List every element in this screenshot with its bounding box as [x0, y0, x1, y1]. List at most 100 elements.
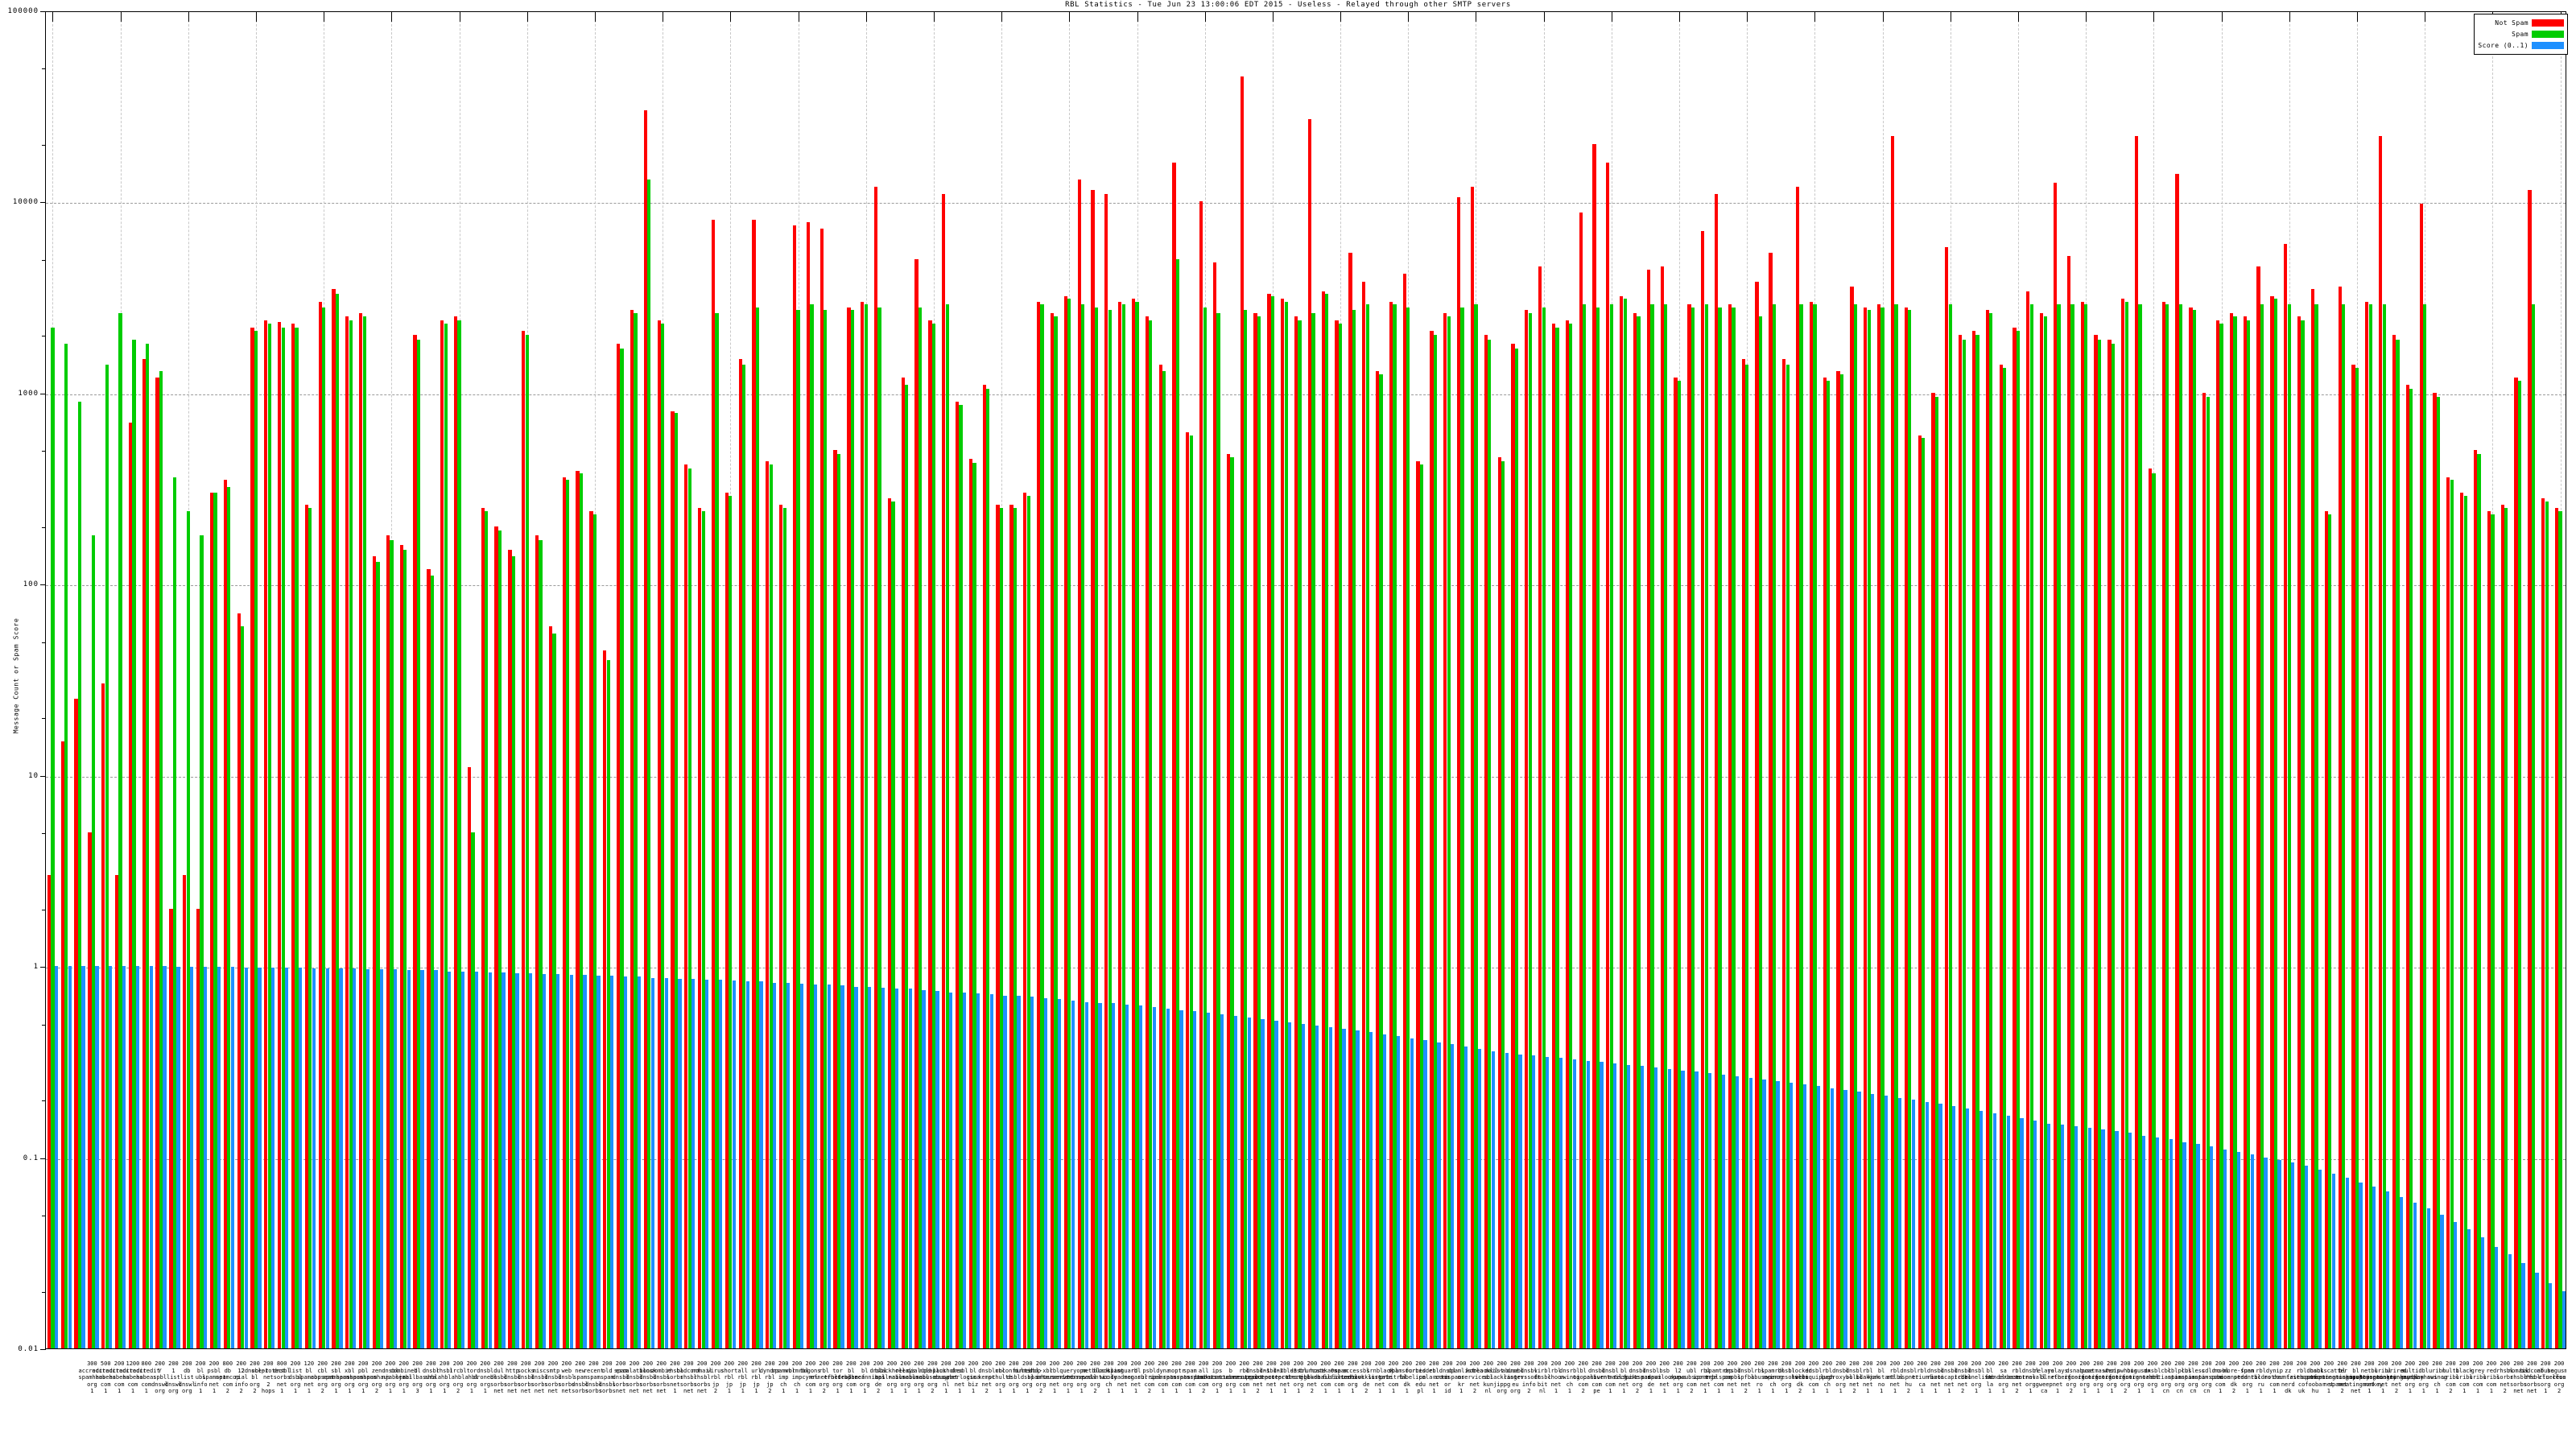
bar-score	[2223, 1149, 2227, 1348]
bar-score	[1518, 1054, 1522, 1348]
bar-score	[637, 976, 642, 1348]
bar-notspam	[1416, 460, 1420, 1348]
bar-score	[339, 968, 343, 1348]
bar-spam	[1948, 304, 1952, 1348]
bar-notspam	[1525, 310, 1529, 1348]
bar-score	[718, 979, 723, 1348]
y-tick-major	[40, 775, 46, 777]
bar-score	[2074, 1126, 2078, 1348]
bar-spam	[118, 313, 122, 1348]
bar-spam	[213, 493, 217, 1348]
bar-spam	[539, 539, 543, 1348]
bar-score	[1558, 1058, 1563, 1348]
bar-score	[1708, 1073, 1712, 1348]
bar-score	[135, 966, 140, 1348]
bar-notspam	[114, 874, 119, 1348]
bar-score	[1193, 1011, 1197, 1348]
bar-spam	[769, 464, 773, 1348]
bar-group	[127, 12, 141, 1348]
bar-notspam	[2297, 316, 2301, 1348]
bar-score	[2141, 1135, 2146, 1348]
bar-notspam	[1158, 365, 1162, 1348]
bar-group	[181, 12, 195, 1348]
bar-spam	[267, 323, 271, 1348]
bar-notspam	[467, 766, 472, 1348]
legend: Not Spam Spam Score (0..1)	[2474, 14, 2568, 55]
bar-notspam	[2554, 507, 2559, 1348]
bar-spam	[241, 625, 245, 1348]
bar-spam	[1270, 295, 1275, 1348]
bar-notspam	[1660, 266, 1664, 1348]
bar-group	[629, 12, 642, 1348]
bar-notspam	[766, 460, 770, 1348]
bar-spam	[755, 307, 760, 1348]
bar-group	[317, 12, 331, 1348]
bar-notspam	[481, 507, 485, 1348]
bar-notspam	[2487, 511, 2491, 1348]
bar-group	[900, 12, 914, 1348]
bar-group	[2228, 12, 2242, 1348]
bar-group	[1564, 12, 1578, 1348]
bar-group	[1334, 12, 1348, 1348]
bar-score	[2494, 1246, 2498, 1348]
bar-score	[1410, 1038, 1414, 1348]
bar-score	[569, 975, 573, 1348]
bar-spam	[1257, 316, 1261, 1348]
x-tick-top	[730, 12, 732, 22]
bar-score	[732, 980, 736, 1348]
bar-score	[190, 967, 194, 1348]
bar-notspam	[1240, 76, 1244, 1348]
bar-notspam	[1348, 252, 1352, 1348]
y-tick-major	[40, 584, 46, 586]
bar-notspam	[589, 511, 593, 1348]
bar-notspam	[847, 307, 851, 1348]
bar-spam	[497, 530, 502, 1348]
bar-score	[854, 986, 858, 1348]
bar-score	[1505, 1053, 1509, 1348]
bar-notspam	[1755, 282, 1759, 1348]
bar-group	[534, 12, 547, 1348]
bar-score	[2399, 1196, 2404, 1348]
bar-score	[1925, 1101, 1929, 1348]
bar-score	[949, 992, 953, 1348]
bar-group	[466, 12, 480, 1348]
bar-notspam	[2405, 385, 2409, 1348]
bar-spam	[647, 180, 651, 1348]
bar-score	[122, 966, 126, 1348]
bar-score	[1911, 1100, 1915, 1348]
bar-notspam	[914, 258, 919, 1348]
bar-score	[1003, 995, 1007, 1348]
bar-notspam	[1077, 180, 1081, 1348]
bar-score	[2182, 1141, 2186, 1348]
bar-spam	[2517, 381, 2522, 1348]
bar-notspam	[1728, 304, 1732, 1348]
bar-score	[1288, 1022, 1292, 1348]
bar-group	[141, 12, 155, 1348]
bar-notspam	[1565, 320, 1569, 1348]
bar-notspam	[2446, 477, 2450, 1348]
bar-notspam	[2107, 339, 2112, 1348]
bar-notspam	[1091, 190, 1095, 1348]
bar-spam	[2084, 304, 2088, 1348]
bar-score	[555, 973, 560, 1348]
bar-notspam	[657, 320, 661, 1348]
bar-group	[439, 12, 452, 1348]
bar-score	[542, 973, 547, 1348]
bar-score	[1043, 997, 1048, 1348]
bar-notspam	[1307, 119, 1312, 1348]
grid-line-major	[46, 1158, 2566, 1160]
y-tick-major	[40, 11, 46, 12]
bar-spam	[1135, 301, 1139, 1348]
bar-score	[2372, 1187, 2376, 1348]
bar-score	[203, 967, 208, 1348]
bar-spam	[2138, 304, 2142, 1348]
bar-spam	[1419, 464, 1424, 1348]
bar-notspam	[1389, 301, 1393, 1348]
x-tick-top	[2221, 12, 2223, 22]
bar-score	[1247, 1017, 1251, 1348]
bar-notspam	[183, 874, 187, 1348]
bar-spam	[1637, 316, 1641, 1348]
bar-score	[2535, 1272, 2539, 1348]
bar-group	[303, 12, 317, 1348]
bar-score	[2562, 1290, 2566, 1348]
